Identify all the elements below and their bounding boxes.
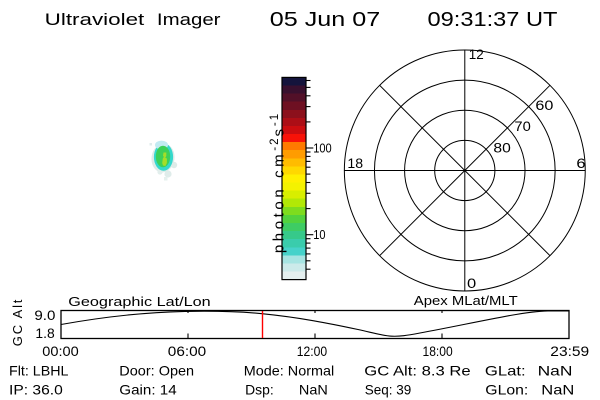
svg-text:IP: 36.0: IP: 36.0 [9, 382, 63, 398]
svg-text:80: 80 [493, 141, 510, 156]
svg-text:NaN: NaN [299, 382, 328, 398]
svg-text:NaN: NaN [538, 363, 573, 379]
svg-text:NaN: NaN [541, 382, 574, 398]
svg-text:18:00: 18:00 [423, 343, 453, 359]
svg-text:1.8: 1.8 [35, 326, 54, 341]
svg-text:Imager: Imager [157, 11, 221, 29]
svg-text:Seq: 39: Seq: 39 [365, 382, 412, 398]
svg-text:GC Alt: 8.3 Re: GC Alt: 8.3 Re [364, 363, 471, 379]
svg-text:GLat:: GLat: [485, 363, 526, 379]
svg-text:00:00: 00:00 [42, 343, 79, 359]
svg-text:12:00: 12:00 [297, 343, 328, 359]
svg-text:60: 60 [535, 98, 553, 113]
svg-text:Geographic Lat/Lon: Geographic Lat/Lon [68, 294, 210, 309]
svg-text:05 Jun 07: 05 Jun 07 [270, 9, 380, 31]
svg-text:0: 0 [467, 276, 476, 291]
svg-text:100: 100 [313, 140, 332, 155]
svg-text:10: 10 [313, 227, 325, 242]
svg-text:Apex MLat/MLT: Apex MLat/MLT [414, 293, 518, 308]
svg-text:Mode: Normal: Mode: Normal [244, 363, 334, 379]
svg-text:09:31:37 UT: 09:31:37 UT [428, 9, 558, 31]
svg-text:9.0: 9.0 [34, 308, 55, 323]
svg-text:06:00: 06:00 [168, 343, 207, 359]
svg-text:GC Alt: GC Alt [10, 298, 25, 346]
svg-text:Flt: LBHL: Flt: LBHL [9, 363, 69, 379]
svg-text:photon cm-2s-1: photon cm-2s-1 [269, 112, 288, 253]
svg-text:Gain: 14: Gain: 14 [119, 382, 177, 398]
svg-text:70: 70 [514, 119, 530, 134]
svg-text:Dsp:: Dsp: [245, 382, 274, 398]
svg-text:12: 12 [469, 47, 484, 62]
svg-text:18: 18 [347, 156, 363, 171]
svg-text:6: 6 [576, 156, 585, 171]
svg-text:23:59: 23:59 [550, 343, 589, 359]
svg-text:GLon:: GLon: [485, 382, 528, 398]
svg-text:Door: Open: Door: Open [119, 363, 194, 379]
svg-text:Ultraviolet: Ultraviolet [45, 11, 145, 29]
